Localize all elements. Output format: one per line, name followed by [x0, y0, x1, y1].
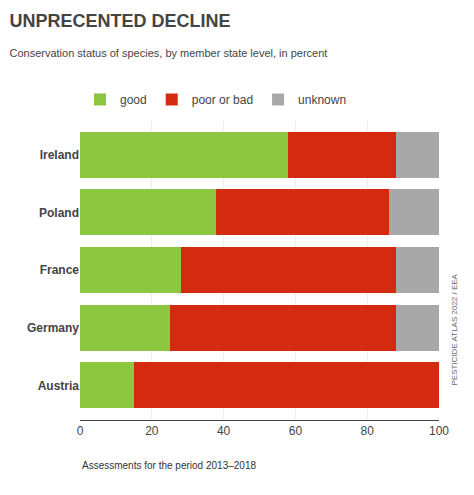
svg-text:0: 0: [77, 424, 84, 438]
svg-text:40: 40: [217, 424, 231, 438]
svg-text:20: 20: [145, 424, 159, 438]
svg-text:60: 60: [289, 424, 303, 438]
svg-text:good: good: [120, 93, 147, 107]
svg-text:France: France: [40, 263, 80, 277]
svg-text:poor or bad: poor or bad: [192, 93, 253, 107]
svg-text:100: 100: [429, 424, 449, 438]
svg-text:PESTICIDE ATLAS 2022 / EEA: PESTICIDE ATLAS 2022 / EEA: [450, 273, 459, 385]
svg-text:Ireland: Ireland: [40, 148, 79, 162]
svg-text:Conservation status of species: Conservation status of species, by membe…: [9, 47, 327, 59]
svg-text:Poland: Poland: [39, 206, 79, 220]
svg-text:unknown: unknown: [298, 93, 346, 107]
svg-text:Germany: Germany: [27, 321, 79, 335]
svg-text:80: 80: [361, 424, 375, 438]
svg-text:UNPRECENTED DECLINE: UNPRECENTED DECLINE: [9, 11, 230, 31]
svg-text:Assessments for the period 201: Assessments for the period 2013–2018: [82, 460, 256, 471]
svg-text:Austria: Austria: [38, 379, 80, 393]
